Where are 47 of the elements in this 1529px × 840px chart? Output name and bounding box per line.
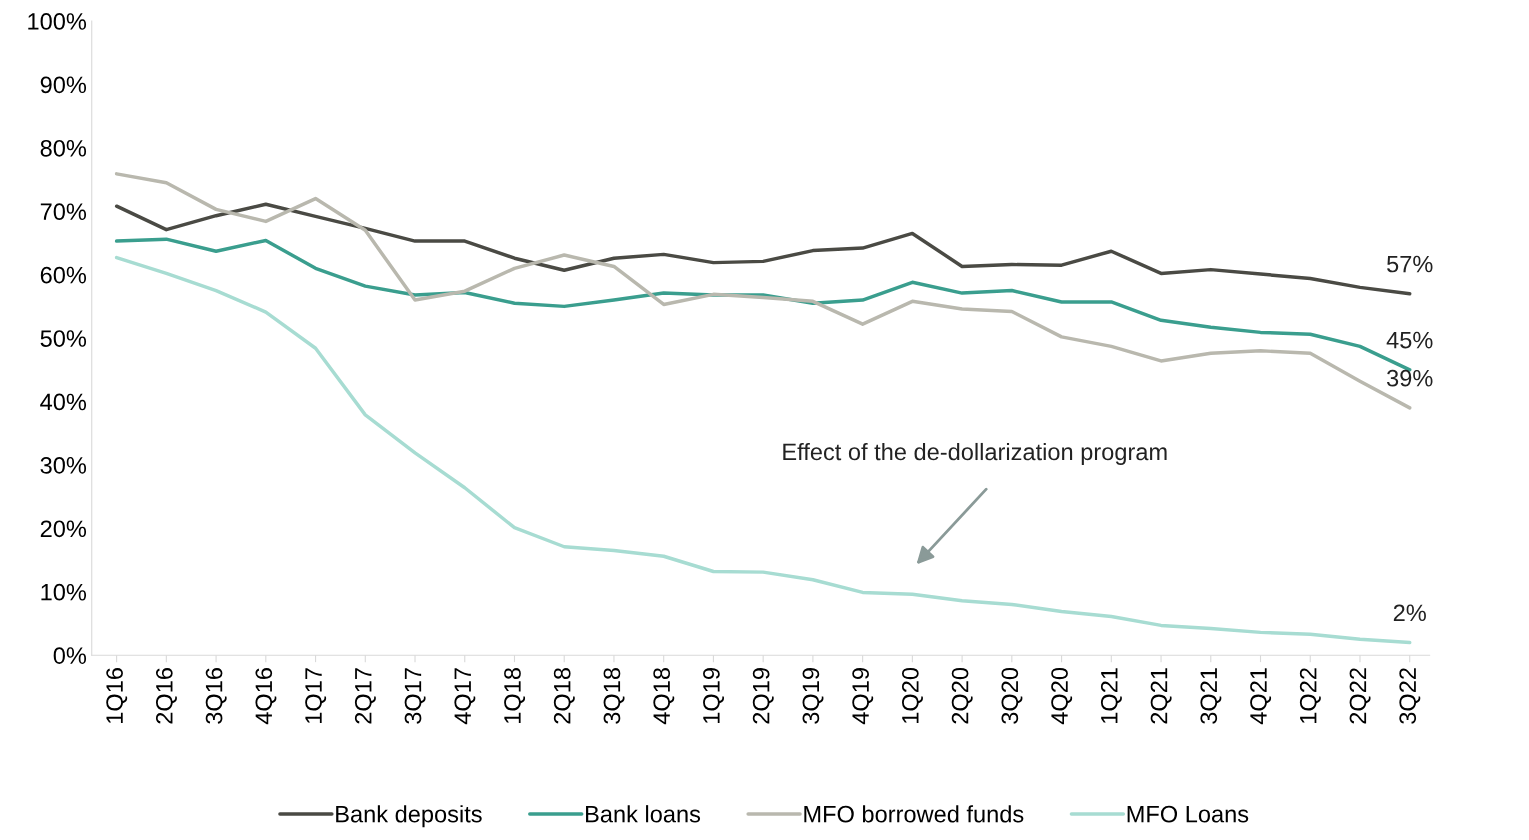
y-tick-label: 90% xyxy=(40,76,87,94)
x-tick-label: 2Q19 xyxy=(752,668,774,724)
x-tick-label: 3Q22 xyxy=(1399,668,1421,724)
x-tick-label: 3Q17 xyxy=(404,668,426,724)
y-tick-label: 50% xyxy=(40,330,87,347)
x-tick-label: 1Q19 xyxy=(703,668,724,723)
x-tick-label: 3Q18 xyxy=(603,668,625,724)
y-tick-label: 100% xyxy=(28,13,87,30)
legend-label: MFO Loans xyxy=(1127,805,1249,823)
y-tick-label: 80% xyxy=(40,139,87,157)
data-label: 39% xyxy=(1386,369,1433,387)
x-tick-label: 4Q16 xyxy=(255,668,277,725)
y-tick-label: 30% xyxy=(40,457,87,474)
x-tick-label: 1Q22 xyxy=(1299,668,1321,723)
y-tick-label: 20% xyxy=(40,520,87,538)
x-tick-label: 4Q18 xyxy=(653,668,675,725)
x-tick-label: 2Q21 xyxy=(1150,668,1172,724)
legend-label: Bank loans xyxy=(586,805,701,823)
x-tick-label: 3Q20 xyxy=(1001,667,1023,724)
x-tick-label: 4Q17 xyxy=(454,668,476,725)
data-label: 2% xyxy=(1393,604,1426,622)
x-tick-label: 1Q18 xyxy=(504,668,526,723)
x-tick-label: 2Q22 xyxy=(1349,668,1371,724)
y-tick-label: 40% xyxy=(40,393,87,411)
legend-label: MFO borrowed funds xyxy=(804,805,1024,823)
data-label: 57% xyxy=(1387,255,1433,273)
x-tick-label: 2Q20 xyxy=(951,667,973,724)
x-tick-label: 2Q17 xyxy=(354,668,376,724)
x-tick-label: 1Q21 xyxy=(1100,668,1122,723)
x-tick-label: 1Q20 xyxy=(901,667,923,723)
x-tick-label: 4Q20 xyxy=(1051,667,1073,725)
x-tick-label: 1Q16 xyxy=(106,668,128,723)
x-tick-label: 4Q19 xyxy=(852,668,874,725)
y-tick-label: 60% xyxy=(40,266,87,284)
x-tick-label: 3Q19 xyxy=(802,668,824,724)
legend-label: Bank deposits xyxy=(336,805,482,828)
data-label: 45% xyxy=(1386,331,1433,349)
x-tick-label: 3Q21 xyxy=(1200,668,1222,724)
annotation: Effect of the de-dollarization program xyxy=(783,442,1167,465)
x-tick-label: 3Q16 xyxy=(205,668,227,724)
x-tick-label: 2Q18 xyxy=(553,668,575,724)
x-tick-label: 4Q21 xyxy=(1250,668,1272,725)
y-tick-label: 10% xyxy=(41,583,87,601)
y-tick-label: 70% xyxy=(40,203,87,221)
x-tick-label: 2Q16 xyxy=(155,668,177,724)
x-tick-label: 1Q17 xyxy=(305,668,327,723)
y-tick-label: 0% xyxy=(53,647,87,664)
